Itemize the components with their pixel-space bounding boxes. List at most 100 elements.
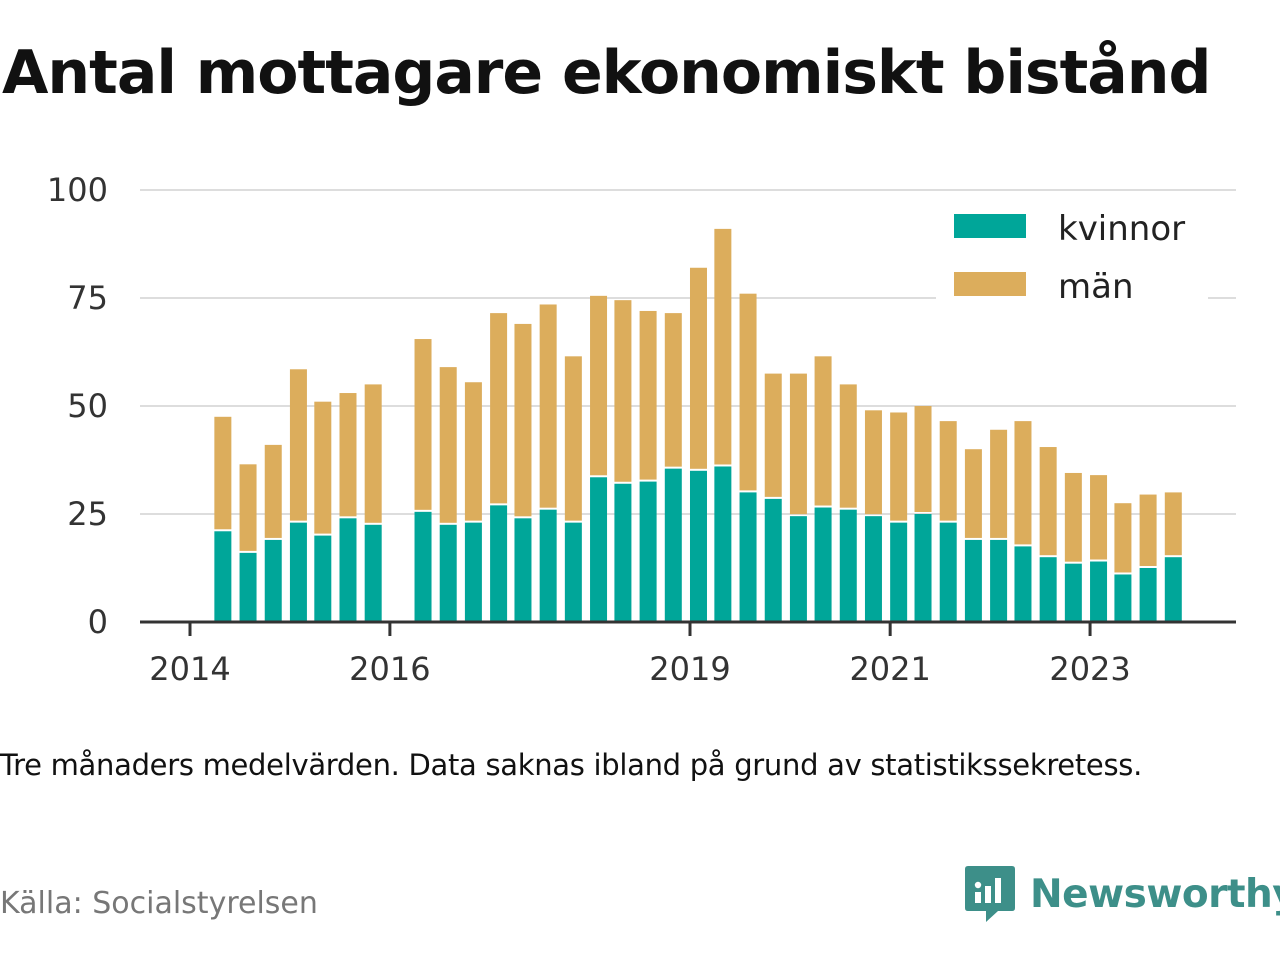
legend-label: kvinnor — [1058, 209, 1185, 249]
bar-man — [1164, 492, 1182, 556]
brand-name: Newsworthy — [1030, 871, 1280, 917]
bar-man — [1090, 475, 1108, 560]
legend: kvinnor män — [936, 200, 1208, 307]
bar-man — [314, 401, 332, 534]
bar-kvinnor — [239, 552, 257, 622]
bar-man — [1064, 472, 1082, 562]
bar-man — [964, 449, 982, 538]
bar-kvinnor — [1014, 546, 1032, 622]
bar-kvinnor — [364, 524, 382, 622]
bar-man — [639, 310, 657, 480]
bar-kvinnor — [539, 509, 557, 622]
y-tick-label: 25 — [67, 495, 108, 533]
chart-title: Antal mottagare ekonomiskt bistånd — [2, 38, 1211, 108]
bar-kvinnor — [689, 470, 707, 622]
bar-kvinnor — [964, 539, 982, 622]
legend-swatch — [954, 214, 1026, 238]
bar-kvinnor — [939, 522, 957, 622]
bar-man — [464, 382, 482, 521]
bar-man — [614, 300, 632, 482]
bar-kvinnor — [439, 524, 457, 622]
bar-man — [539, 304, 557, 508]
bar-kvinnor — [739, 492, 757, 622]
x-tick-label: 2014 — [149, 650, 230, 688]
bar-man — [1039, 447, 1057, 556]
bar-kvinnor — [1064, 563, 1082, 622]
bar-man — [1114, 503, 1132, 573]
bar-man — [714, 228, 732, 465]
legend-label: män — [1058, 267, 1134, 307]
bar-man — [514, 323, 532, 517]
bar-man — [214, 416, 232, 530]
x-tick-label: 2023 — [1049, 650, 1130, 688]
bar-man — [1139, 494, 1157, 566]
bar-man — [414, 339, 432, 510]
axes: 0 25 50 75 100 2014 2016 2019 2021 2023 — [47, 171, 1236, 688]
bar-man — [789, 373, 807, 515]
bar-kvinnor — [264, 539, 282, 622]
bar-kvinnor — [664, 468, 682, 622]
bar-man — [439, 367, 457, 523]
bar-kvinnor — [590, 477, 608, 622]
bar-kvinnor — [639, 481, 657, 622]
bar-kvinnor — [214, 531, 232, 622]
bar-man — [239, 464, 257, 551]
bar-man — [490, 313, 508, 504]
bar-kvinnor — [864, 516, 882, 622]
bar-man — [590, 295, 608, 476]
newsworthy-logo: Newsworthy — [964, 862, 1280, 926]
bar-kvinnor — [890, 522, 908, 622]
bar-man — [764, 373, 782, 497]
bar-man — [839, 384, 857, 508]
bar-kvinnor — [914, 514, 932, 622]
bar-kvinnor — [839, 509, 857, 622]
bar-kvinnor — [464, 522, 482, 622]
bar-kvinnor — [1139, 568, 1157, 622]
bar-man — [814, 356, 832, 506]
newsworthy-logo-icon — [965, 866, 1015, 922]
bar-man — [864, 410, 882, 515]
bar-kvinnor — [1090, 561, 1108, 622]
bar-kvinnor — [714, 466, 732, 622]
bars — [214, 228, 1182, 622]
y-tick-label: 100 — [47, 171, 108, 209]
bar-man — [739, 293, 757, 491]
chart-note: Tre månaders medelvärden. Data saknas ib… — [0, 748, 1142, 782]
x-tick-label: 2019 — [649, 650, 730, 688]
bar-kvinnor — [990, 539, 1008, 622]
bar-man — [890, 412, 908, 521]
y-tick-label: 0 — [88, 603, 108, 641]
bar-kvinnor — [514, 518, 532, 622]
bar-man — [914, 406, 932, 512]
stacked-bar-chart: 0 25 50 75 100 2014 2016 2019 2021 2023 kvinnor mä… — [47, 171, 1236, 688]
bar-kvinnor — [614, 483, 632, 622]
bar-kvinnor — [414, 511, 432, 622]
bar-man — [664, 313, 682, 467]
bar-man — [264, 444, 282, 538]
bar-kvinnor — [814, 507, 832, 622]
x-tick-label: 2016 — [349, 650, 430, 688]
bar-kvinnor — [564, 522, 582, 622]
bar-man — [364, 384, 382, 523]
y-tick-label: 75 — [67, 279, 108, 317]
bar-kvinnor — [289, 522, 307, 622]
legend-swatch — [954, 272, 1026, 296]
bar-man — [939, 421, 957, 521]
bar-man — [289, 369, 307, 521]
bar-kvinnor — [1164, 557, 1182, 622]
bar-man — [1014, 421, 1032, 545]
bar-kvinnor — [1114, 574, 1132, 622]
bar-kvinnor — [339, 518, 357, 622]
bar-man — [564, 356, 582, 521]
bar-kvinnor — [1039, 557, 1057, 622]
source-label: Källa: Socialstyrelsen — [0, 886, 318, 921]
bar-kvinnor — [764, 498, 782, 622]
y-tick-label: 50 — [67, 387, 108, 425]
bar-kvinnor — [314, 535, 332, 622]
bar-man — [689, 267, 707, 469]
bar-man — [990, 429, 1008, 538]
bar-kvinnor — [490, 505, 508, 622]
bar-man — [339, 393, 357, 517]
x-tick-label: 2021 — [849, 650, 930, 688]
bar-kvinnor — [789, 516, 807, 622]
